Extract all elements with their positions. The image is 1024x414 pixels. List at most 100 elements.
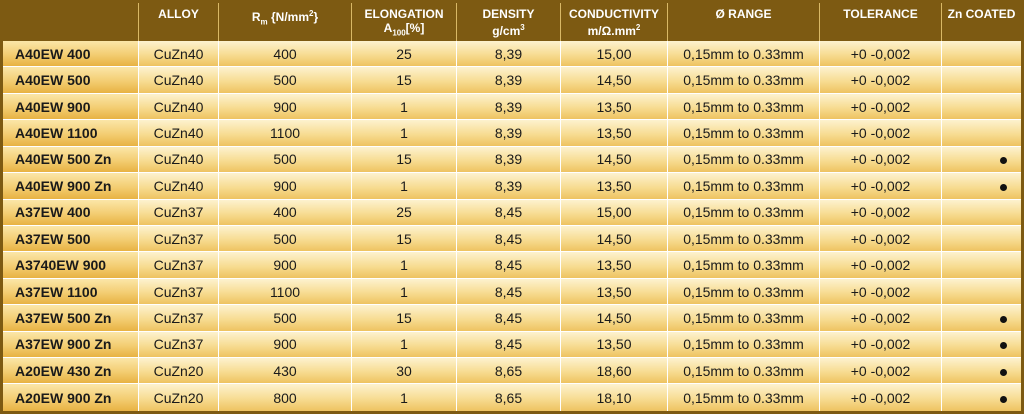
table-header-row: ALLOY Rm {N/mm2} ELONGATION A100[%] DENS… xyxy=(3,3,1021,41)
cell-conductivity: 14,50 xyxy=(561,67,668,94)
cell-tolerance: +0 -0,002 xyxy=(820,93,942,121)
cell-density: 8,45 xyxy=(457,199,561,226)
cell-elongation: 1 xyxy=(352,278,457,306)
cell-product-name: A40EW 900 Zn xyxy=(3,173,139,200)
cell-density: 8,39 xyxy=(457,120,561,147)
cell-zn-coated xyxy=(942,252,1021,279)
cell-tolerance: +0 -0,002 xyxy=(820,331,942,359)
cell-alloy: CuZn20 xyxy=(139,358,219,385)
cell-conductivity: 13,50 xyxy=(561,93,668,121)
cell-density: 8,45 xyxy=(457,225,561,253)
cell-zn-coated xyxy=(942,358,1021,385)
cell-conductivity: 13,50 xyxy=(561,278,668,306)
cell-product-name: A40EW 1100 xyxy=(3,120,139,147)
cell-conductivity: 18,10 xyxy=(561,384,668,411)
cell-product-name: A37EW 400 xyxy=(3,199,139,226)
header-density: DENSITY g/cm3 xyxy=(457,3,561,41)
cell-diameter-range: 0,15mm to 0.33mm xyxy=(668,41,820,68)
cell-density: 8,39 xyxy=(457,146,561,174)
cell-tolerance: +0 -0,002 xyxy=(820,146,942,174)
alloy-spec-table: ALLOY Rm {N/mm2} ELONGATION A100[%] DENS… xyxy=(3,3,1021,411)
cell-elongation: 15 xyxy=(352,225,457,253)
cell-density: 8,45 xyxy=(457,278,561,306)
cell-conductivity: 13,50 xyxy=(561,173,668,200)
cell-tolerance: +0 -0,002 xyxy=(820,252,942,279)
cell-product-name: A20EW 900 Zn xyxy=(3,384,139,411)
cell-tensile-strength: 500 xyxy=(219,305,352,332)
table-row: A40EW 500 CuZn40 500 15 8,39 14,50 0,15mm to 0… xyxy=(3,67,1021,94)
cell-diameter-range: 0,15mm to 0.33mm xyxy=(668,93,820,121)
cell-elongation: 1 xyxy=(352,120,457,147)
cell-alloy: CuZn37 xyxy=(139,252,219,279)
cell-tensile-strength: 900 xyxy=(219,331,352,359)
cell-alloy: CuZn40 xyxy=(139,93,219,121)
cell-density: 8,39 xyxy=(457,173,561,200)
cell-alloy: CuZn20 xyxy=(139,384,219,411)
table-row: A37EW 500 Zn CuZn37 500 15 8,45 14,50 0,15mm t… xyxy=(3,305,1021,332)
cell-conductivity: 14,50 xyxy=(561,305,668,332)
table-row: A40EW 900 Zn CuZn40 900 1 8,39 13,50 0,15mm to… xyxy=(3,173,1021,200)
cell-tolerance: +0 -0,002 xyxy=(820,199,942,226)
cell-zn-coated xyxy=(942,173,1021,200)
cell-density: 8,39 xyxy=(457,93,561,121)
cell-elongation: 1 xyxy=(352,252,457,279)
cell-elongation: 15 xyxy=(352,146,457,174)
bullet-dot-icon xyxy=(1000,315,1007,323)
cell-tolerance: +0 -0,002 xyxy=(820,225,942,253)
cell-elongation: 25 xyxy=(352,41,457,68)
header-rm: Rm {N/mm2} xyxy=(219,3,352,41)
cell-tolerance: +0 -0,002 xyxy=(820,173,942,200)
table-row: A37EW 400 CuZn37 400 25 8,45 15,00 0,15mm to 0… xyxy=(3,199,1021,226)
cell-alloy: CuZn37 xyxy=(139,225,219,253)
cell-elongation: 1 xyxy=(352,331,457,359)
bullet-dot-icon xyxy=(1000,368,1007,376)
cell-density: 8,39 xyxy=(457,41,561,68)
header-range: Ø RANGE xyxy=(668,3,820,41)
cell-tensile-strength: 430 xyxy=(219,358,352,385)
cell-alloy: CuZn40 xyxy=(139,41,219,68)
cell-conductivity: 13,50 xyxy=(561,252,668,279)
cell-diameter-range: 0,15mm to 0.33mm xyxy=(668,305,820,332)
header-tolerance: TOLERANCE xyxy=(820,3,942,41)
header-name xyxy=(3,3,139,41)
cell-zn-coated xyxy=(942,199,1021,226)
table-row: A37EW 1100 CuZn37 1100 1 8,45 13,50 0,15mm to … xyxy=(3,278,1021,306)
cell-alloy: CuZn40 xyxy=(139,173,219,200)
cell-alloy: CuZn37 xyxy=(139,305,219,332)
cell-product-name: A40EW 400 xyxy=(3,41,139,68)
cell-conductivity: 14,50 xyxy=(561,146,668,174)
cell-elongation: 15 xyxy=(352,67,457,94)
table-row: A20EW 900 Zn CuZn20 800 1 8,65 18,10 0,15mm to… xyxy=(3,384,1021,411)
cell-conductivity: 18,60 xyxy=(561,358,668,385)
cell-density: 8,65 xyxy=(457,358,561,385)
cell-diameter-range: 0,15mm to 0.33mm xyxy=(668,384,820,411)
cell-product-name: A3740EW 900 xyxy=(3,252,139,279)
cell-alloy: CuZn40 xyxy=(139,67,219,94)
cell-density: 8,45 xyxy=(457,252,561,279)
cell-tolerance: +0 -0,002 xyxy=(820,120,942,147)
cell-density: 8,39 xyxy=(457,67,561,94)
cell-tolerance: +0 -0,002 xyxy=(820,384,942,411)
cell-tensile-strength: 500 xyxy=(219,225,352,253)
cell-tensile-strength: 500 xyxy=(219,67,352,94)
cell-tensile-strength: 900 xyxy=(219,93,352,121)
table-row: A40EW 1100 CuZn40 1100 1 8,39 13,50 0,15mm to … xyxy=(3,120,1021,147)
table-row: A20EW 430 Zn CuZn20 430 30 8,65 18,60 0,15mm t… xyxy=(3,358,1021,385)
cell-zn-coated xyxy=(942,384,1021,411)
cell-elongation: 15 xyxy=(352,305,457,332)
table-row: A37EW 500 CuZn37 500 15 8,45 14,50 0,15mm to 0… xyxy=(3,225,1021,253)
cell-product-name: A37EW 500 xyxy=(3,225,139,253)
cell-zn-coated xyxy=(942,225,1021,253)
cell-zn-coated xyxy=(942,278,1021,306)
cell-product-name: A20EW 430 Zn xyxy=(3,358,139,385)
cell-zn-coated xyxy=(942,93,1021,121)
cell-tensile-strength: 400 xyxy=(219,41,352,68)
header-alloy: ALLOY xyxy=(139,3,219,41)
bullet-dot-icon xyxy=(1000,342,1007,350)
cell-tensile-strength: 1100 xyxy=(219,278,352,306)
cell-zn-coated xyxy=(942,305,1021,332)
cell-product-name: A40EW 500 xyxy=(3,67,139,94)
table-row: A40EW 900 CuZn40 900 1 8,39 13,50 0,15mm to 0.… xyxy=(3,93,1021,121)
cell-elongation: 1 xyxy=(352,93,457,121)
